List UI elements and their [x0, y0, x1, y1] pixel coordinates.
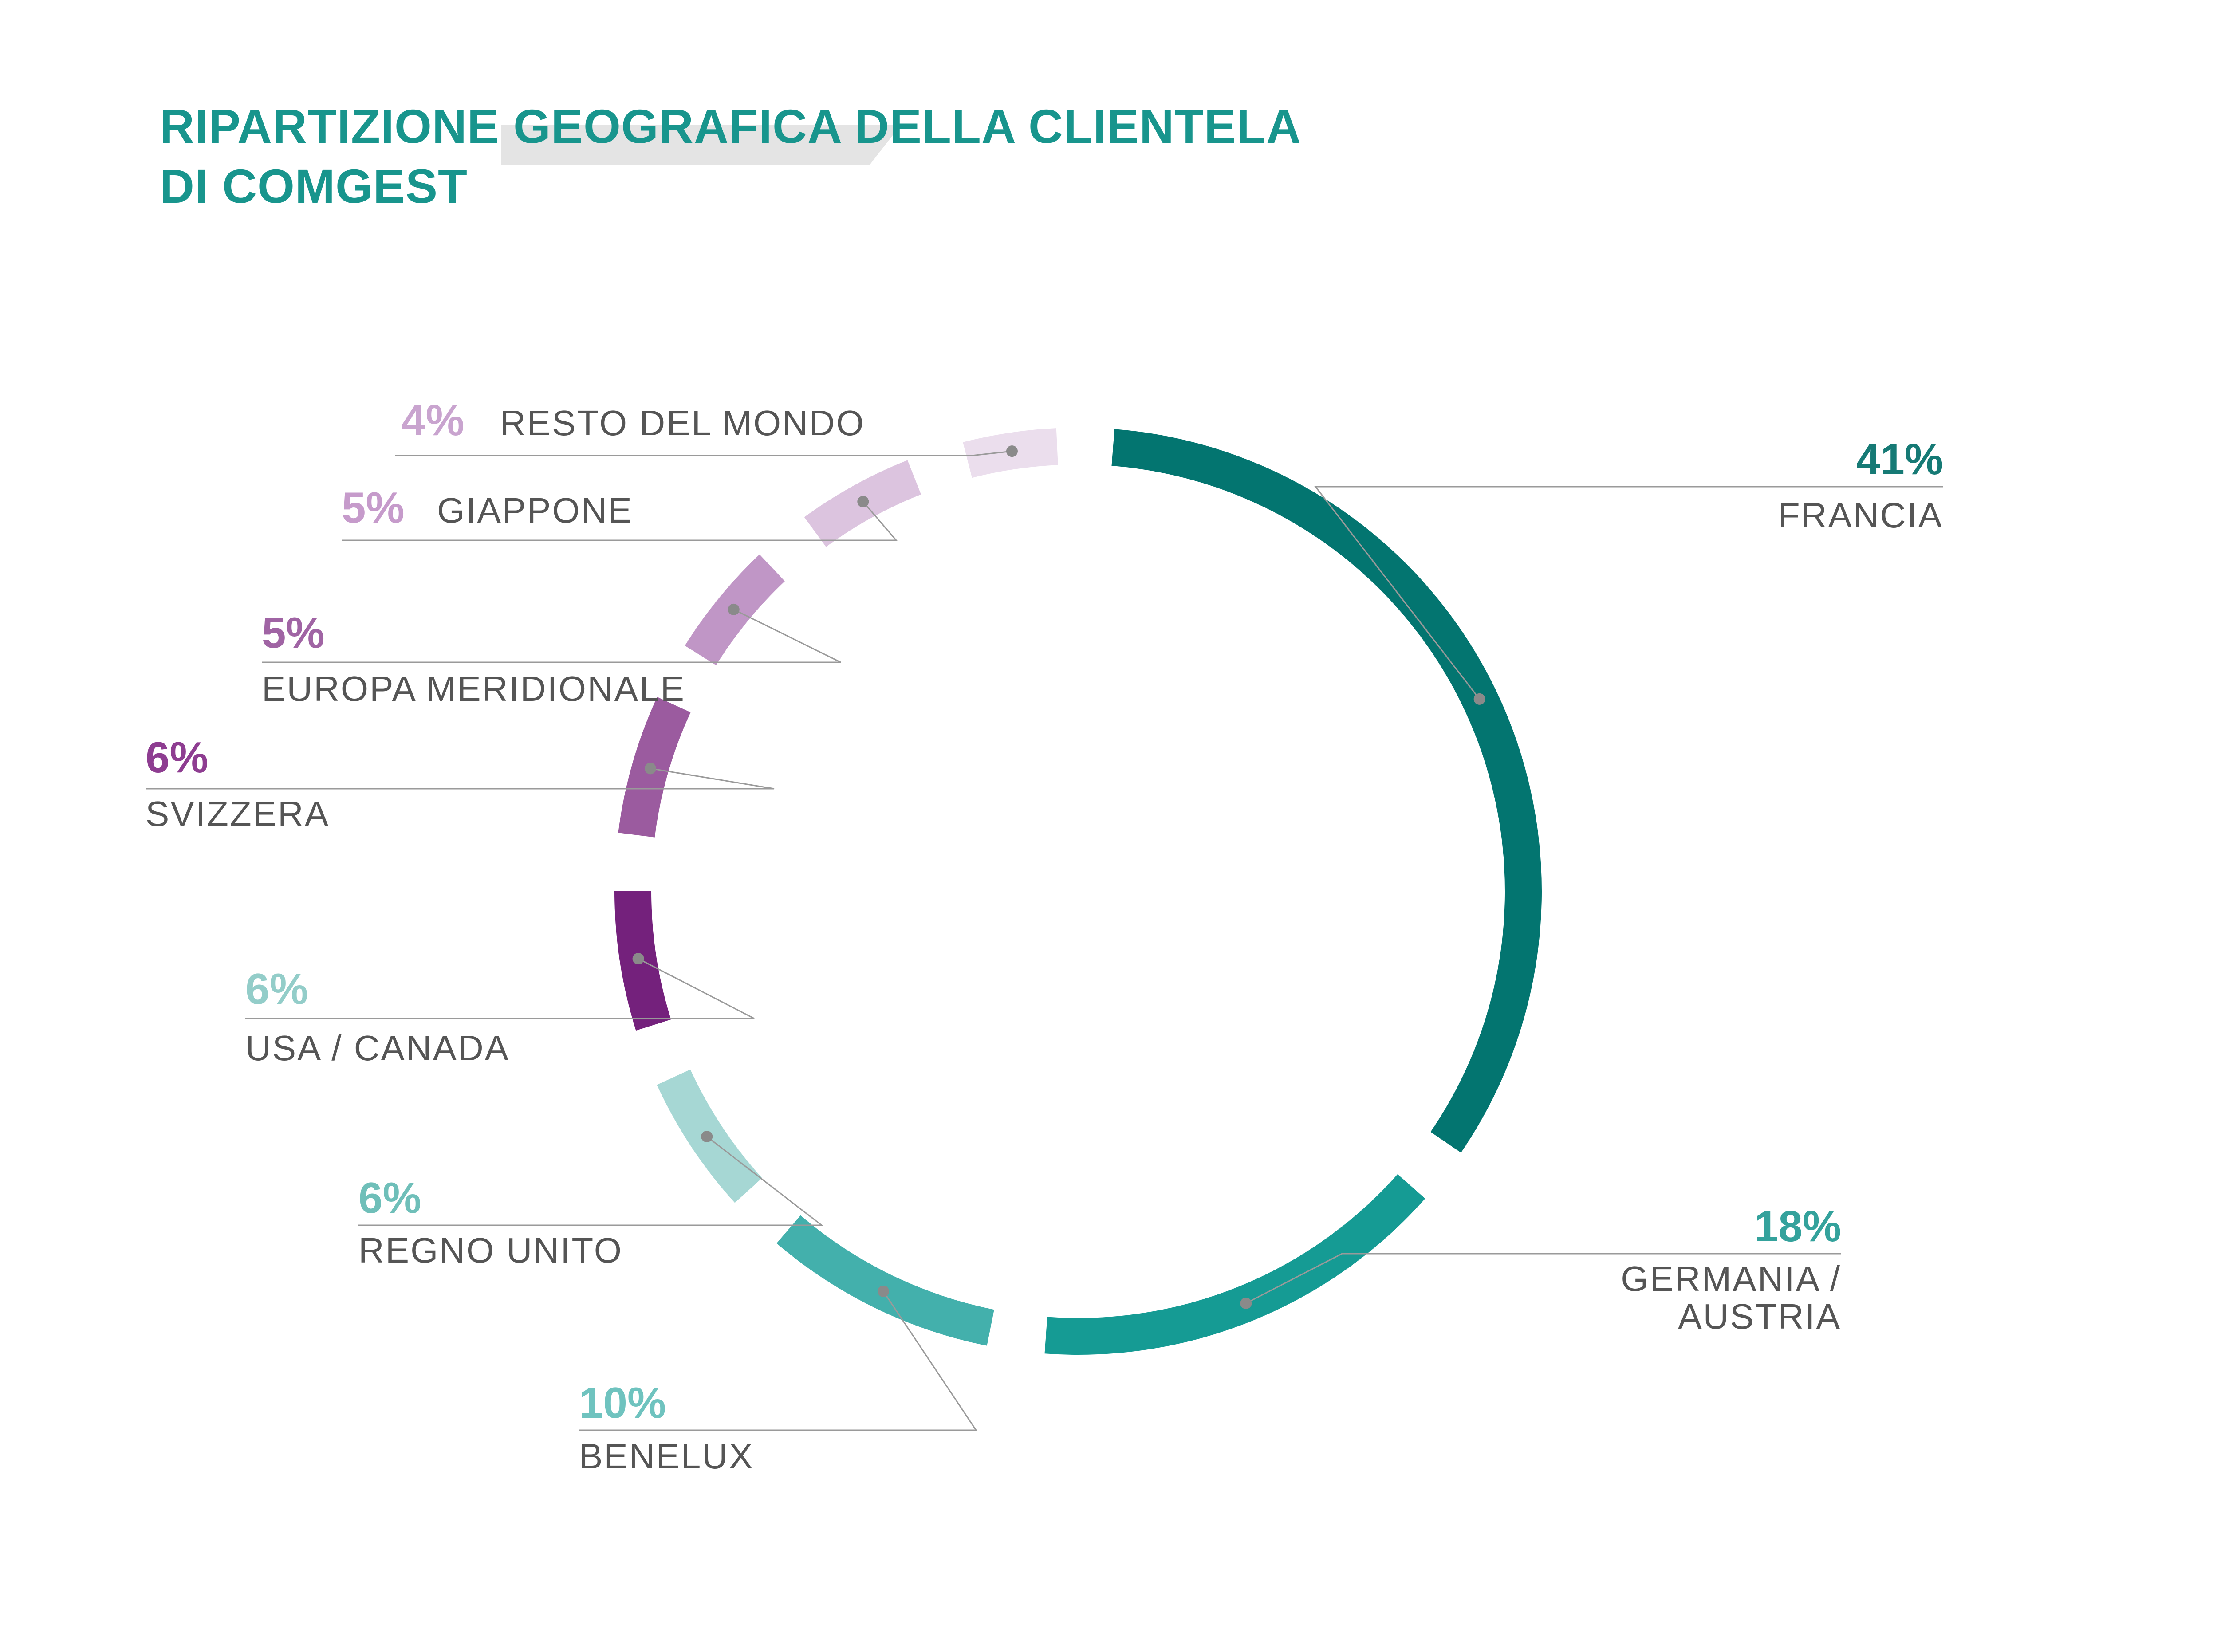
- slice-labels: 41% FRANCIA 18% GERMANIA /AUSTRIA 10% BENELUX…: [146, 396, 1943, 1476]
- leader-line-5: [146, 767, 775, 790]
- percent-label-0: 41%: [1856, 435, 1943, 484]
- leader-dot-1: [1240, 1297, 1252, 1309]
- leader-line-8: [395, 450, 1012, 456]
- category-label-5: SVIZZERA: [146, 794, 330, 834]
- ring-segment-2: [776, 1215, 994, 1346]
- ring-segment-0: [1111, 429, 1542, 1153]
- ring-segments: [614, 428, 1542, 1355]
- leader-line-0: [1314, 486, 1943, 700]
- leader-dot-5: [644, 763, 656, 775]
- category-label-7: GIAPPONE: [437, 491, 633, 530]
- leader-line-2: [579, 1290, 977, 1431]
- leader-dot-0: [1473, 693, 1485, 705]
- leader-lines: [146, 445, 1943, 1431]
- category-label-6: EUROPA MERIDIONALE: [262, 669, 685, 708]
- leader-dot-7: [857, 496, 869, 507]
- leader-line-6: [262, 609, 841, 663]
- leader-line-3: [358, 1136, 824, 1226]
- percent-label-3: 6%: [358, 1173, 421, 1222]
- percent-label-2: 10%: [579, 1378, 666, 1427]
- category-label-0: FRANCIA: [1778, 496, 1943, 535]
- leader-dot-3: [701, 1131, 713, 1143]
- percent-label-6: 5%: [262, 608, 325, 657]
- category-label-3: REGNO UNITO: [358, 1231, 623, 1270]
- leader-dot-8: [1006, 445, 1018, 457]
- percent-label-7: 5%: [342, 483, 405, 532]
- percent-label-4: 6%: [245, 964, 308, 1013]
- leader-line-4: [245, 958, 755, 1019]
- ring-segment-1: [1044, 1174, 1425, 1355]
- category-label-8: RESTO DEL MONDO: [500, 403, 865, 443]
- category-label-1: GERMANIA /: [1621, 1259, 1841, 1298]
- category-label-4: USA / CANADA: [245, 1028, 510, 1068]
- category-label-1-line2: AUSTRIA: [1678, 1297, 1841, 1336]
- leader-line-1: [1245, 1253, 1841, 1304]
- chart-title-line1: RIPARTIZIONE GEOGRAFICA DELLA CLIENTELA: [160, 99, 1301, 153]
- leader-dot-6: [728, 603, 740, 615]
- leader-line-7: [342, 501, 898, 541]
- title-highlight: [501, 125, 901, 165]
- percent-label-1: 18%: [1754, 1202, 1841, 1251]
- category-label-2: BENELUX: [579, 1436, 754, 1476]
- percent-label-8: 4%: [402, 396, 465, 444]
- leader-dot-2: [877, 1285, 889, 1297]
- chart-title-line2: DI COMGEST: [160, 159, 468, 213]
- leader-dot-4: [632, 953, 644, 965]
- percent-label-5: 6%: [146, 733, 209, 782]
